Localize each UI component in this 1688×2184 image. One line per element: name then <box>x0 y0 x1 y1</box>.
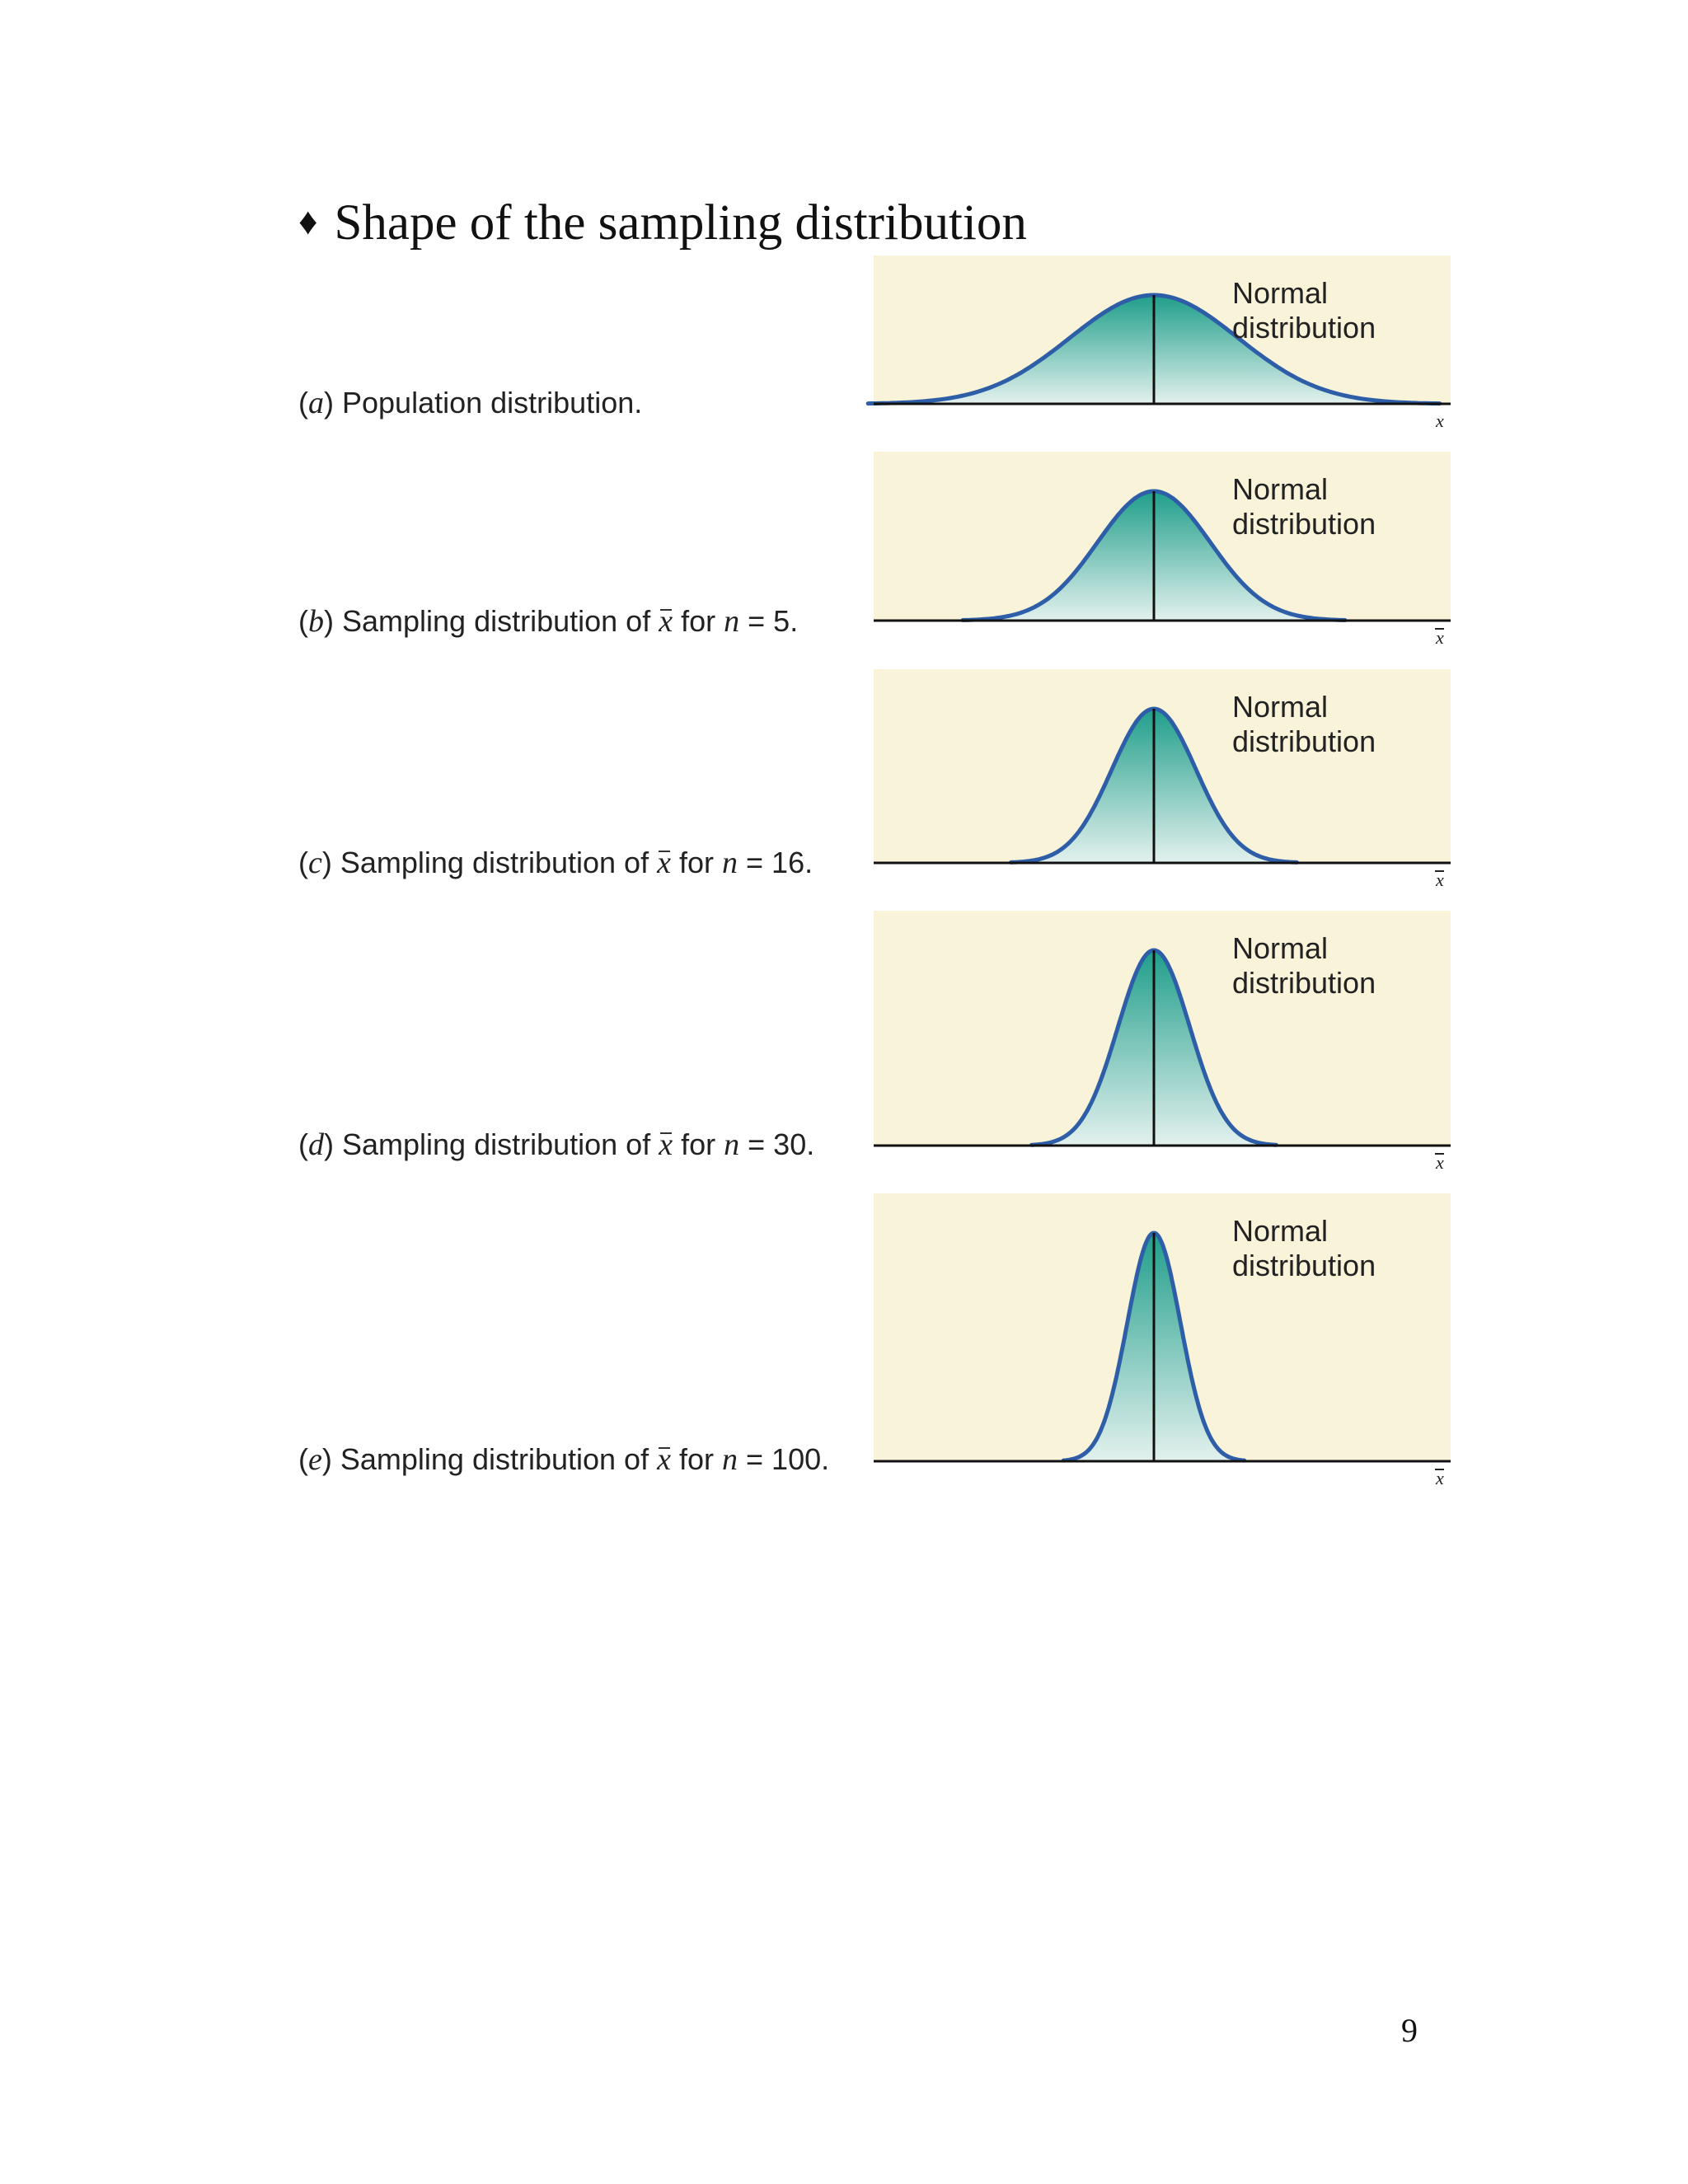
curve-label-normal: Normal <box>1232 931 1328 965</box>
axis-label: x <box>1435 1468 1444 1488</box>
caption-d: (d) Sampling distribution of x for n = 3… <box>298 1127 815 1162</box>
n-value: = 16. <box>746 846 814 879</box>
page-heading: ♦ Shape of the sampling distribution <box>298 198 1027 248</box>
axis-label: x <box>1435 869 1444 890</box>
page-number: 9 <box>1401 2012 1418 2049</box>
curve-label-normal: Normal <box>1232 690 1328 724</box>
caption-text: Population distribution. <box>342 386 643 419</box>
n-symbol: n <box>722 846 738 880</box>
xbar-symbol: x <box>657 1442 671 1477</box>
caption-prefix: Sampling distribution of <box>340 846 649 879</box>
caption-letter: d <box>308 1127 324 1162</box>
curve-label-normal: Normal <box>1232 276 1328 310</box>
caption-for: for <box>681 1127 716 1161</box>
caption-for: for <box>681 604 716 638</box>
axis-label: x <box>1435 1152 1444 1173</box>
xbar-symbol: x <box>657 846 671 880</box>
curve-label-distribution: distribution <box>1232 311 1376 344</box>
curve-label-normal: Normal <box>1232 1214 1328 1248</box>
caption-for: for <box>678 846 714 879</box>
xbar-symbol: x <box>659 604 673 639</box>
caption-prefix: Sampling distribution of <box>342 604 651 638</box>
xbar-symbol: x <box>659 1127 673 1162</box>
axis-label: x <box>1435 410 1444 431</box>
axis-label: x <box>1435 627 1444 648</box>
caption-letter: e <box>308 1442 322 1477</box>
caption-for: for <box>678 1442 714 1476</box>
caption-prefix: Sampling distribution of <box>342 1127 651 1161</box>
caption-letter: a <box>308 386 324 420</box>
curve-label-distribution: distribution <box>1232 507 1376 541</box>
caption-letter: c <box>308 846 322 880</box>
heading-text: Shape of the sampling distribution <box>334 195 1027 251</box>
curve-label-distribution: distribution <box>1232 966 1376 1000</box>
caption-c: (c) Sampling distribution of x for n = 1… <box>298 846 814 880</box>
n-symbol: n <box>724 1127 740 1162</box>
n-value: = 30. <box>748 1127 815 1161</box>
curve-label-normal: Normal <box>1232 472 1328 506</box>
n-value: = 5. <box>748 604 799 638</box>
caption-e: (e) Sampling distribution of x for n = 1… <box>298 1442 830 1477</box>
caption-b: (b) Sampling distribution of x for n = 5… <box>298 604 799 639</box>
n-symbol: n <box>722 1442 738 1477</box>
caption-prefix: Sampling distribution of <box>340 1442 649 1476</box>
diamond-bullet-icon: ♦ <box>298 200 318 242</box>
curve-label-distribution: distribution <box>1232 724 1376 758</box>
n-symbol: n <box>724 604 740 639</box>
caption-a: (a) Population distribution. <box>298 386 643 420</box>
n-value: = 100. <box>746 1442 830 1476</box>
caption-letter: b <box>308 604 324 639</box>
curve-label-distribution: distribution <box>1232 1249 1376 1282</box>
